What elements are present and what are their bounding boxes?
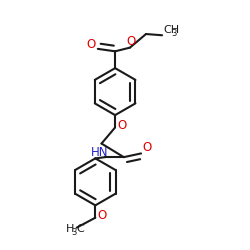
Text: HN: HN: [91, 146, 108, 159]
Text: H: H: [66, 224, 74, 234]
Text: O: O: [98, 209, 107, 222]
Text: O: O: [142, 141, 151, 154]
Text: 3: 3: [72, 228, 77, 237]
Text: O: O: [118, 119, 127, 132]
Text: O: O: [86, 38, 96, 51]
Text: O: O: [126, 35, 136, 48]
Text: 3: 3: [172, 29, 177, 38]
Text: CH: CH: [163, 25, 179, 35]
Text: C: C: [77, 224, 84, 234]
